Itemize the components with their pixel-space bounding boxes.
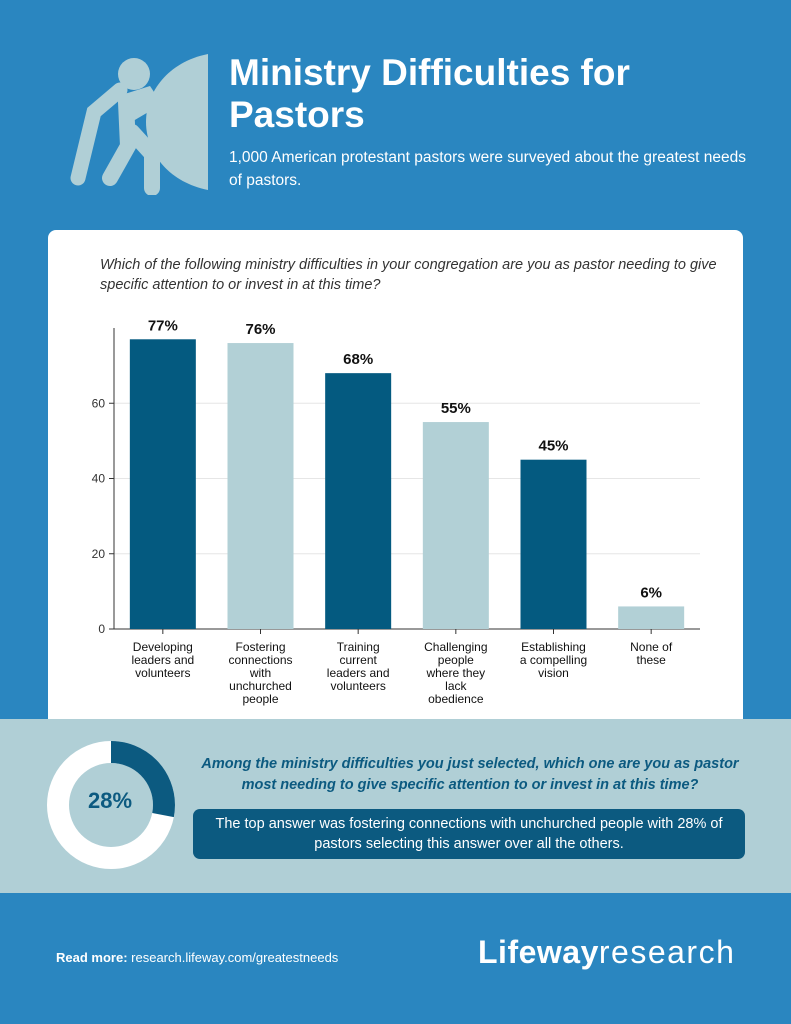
page-subtitle: 1,000 American protestant pastors were s… [229,149,746,189]
lifeway-research-logo: Lifewayresearch [478,934,736,970]
bar-value-label: 6% [640,584,662,601]
bar-value-label: 77% [148,317,178,334]
page-title: Ministry Difficulties for Pastors [229,52,630,135]
bar-value-label: 68% [343,351,373,368]
y-tick-label: 0 [98,622,105,636]
bar [422,422,489,629]
y-tick-label: 60 [92,396,106,410]
bar [618,606,685,629]
read-more[interactable]: Read more: research.lifeway.com/greatest… [56,950,338,965]
chart-question: Which of the following ministry difficul… [100,257,717,293]
bar [227,343,294,629]
header: Ministry Difficulties for Pastors 1,000 … [0,0,791,230]
y-tick-label: 20 [92,547,106,561]
donut-segment [47,741,175,869]
bar [325,373,392,629]
category-label: None of these [630,640,673,667]
read-more-url[interactable]: research.lifeway.com/greatestneeds [131,950,339,965]
answer-text: The top answer was fostering connections… [215,816,723,852]
category-label: Developing leaders and volunteers [131,640,194,680]
answer-box: The top answer was fostering connections… [193,809,745,859]
bar-value-label: 55% [441,400,471,417]
read-more-label: Read more: [56,950,128,965]
category-label: Establishing a compelling vision [520,640,587,680]
person-pushing-door-icon [70,54,208,195]
donut-value-label: 28% [87,788,133,813]
category-label: Fostering connections with unchurched people [228,640,292,706]
bar-chart: 0 20 40 60 77% Developing leaders and volunteer… [92,317,700,706]
followup-question: Among the ministry difficulties you just… [201,756,739,793]
bar-value-label: 45% [538,438,568,455]
category-label: Training current leaders and volunteers [327,640,390,693]
category-label: Challenging people where they lack obedience [424,640,487,706]
y-tick-label: 40 [92,472,106,486]
donut-chart [47,741,175,869]
bar [129,339,196,629]
bar-value-label: 76% [245,321,275,338]
bar [520,459,587,629]
